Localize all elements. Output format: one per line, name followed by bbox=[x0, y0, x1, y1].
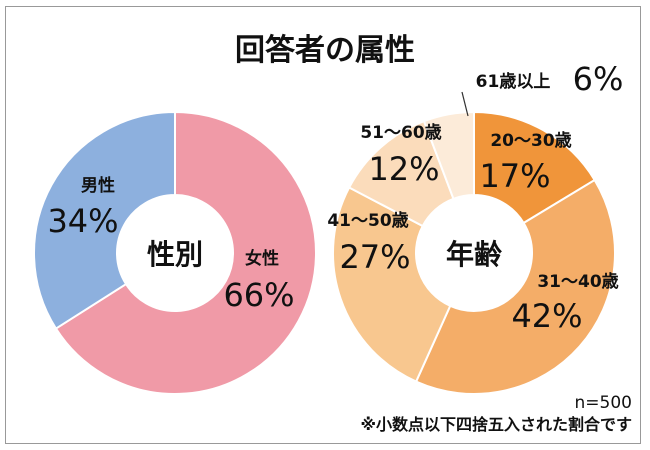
rounding-note: ※小数点以下四捨五入された割合です bbox=[360, 415, 632, 434]
age-slice-2 bbox=[332, 186, 452, 383]
age-31-40-percent: 42% bbox=[511, 297, 582, 335]
leader-line-61plus bbox=[461, 91, 469, 117]
age-31-40-label: 31～40歳 bbox=[537, 271, 618, 292]
age-20-30-percent: 17% bbox=[479, 157, 550, 195]
age-donut bbox=[332, 110, 616, 395]
gender-center-label: 性別 bbox=[147, 238, 203, 271]
age-51-60-label: 51～60歳 bbox=[360, 122, 441, 143]
age-41-50-label: 41～50歳 bbox=[327, 210, 408, 231]
age-61plus-percent: 6% bbox=[573, 60, 624, 98]
age-51-60-percent: 12% bbox=[368, 150, 439, 188]
age-slice-1 bbox=[414, 178, 616, 395]
gender-donut bbox=[33, 110, 317, 395]
age-20-30-label: 20～30歳 bbox=[490, 130, 571, 151]
chart-title: 回答者の属性 bbox=[235, 33, 415, 68]
age-slice-4 bbox=[422, 110, 475, 201]
age-slice-0 bbox=[473, 110, 597, 225]
female-label: 女性 bbox=[245, 248, 279, 269]
sample-size: n=500 bbox=[575, 393, 632, 413]
age-41-50-percent: 27% bbox=[339, 238, 410, 276]
gender-slice-1 bbox=[33, 110, 176, 330]
gender-slice-0 bbox=[54, 110, 317, 395]
male-label: 男性 bbox=[81, 175, 115, 196]
age-center-label: 年齢 bbox=[446, 238, 502, 271]
age-61plus-label: 61歳以上 bbox=[476, 71, 551, 92]
female-percent: 66% bbox=[223, 276, 294, 314]
chart-frame bbox=[5, 6, 641, 444]
male-percent: 34% bbox=[47, 202, 118, 240]
